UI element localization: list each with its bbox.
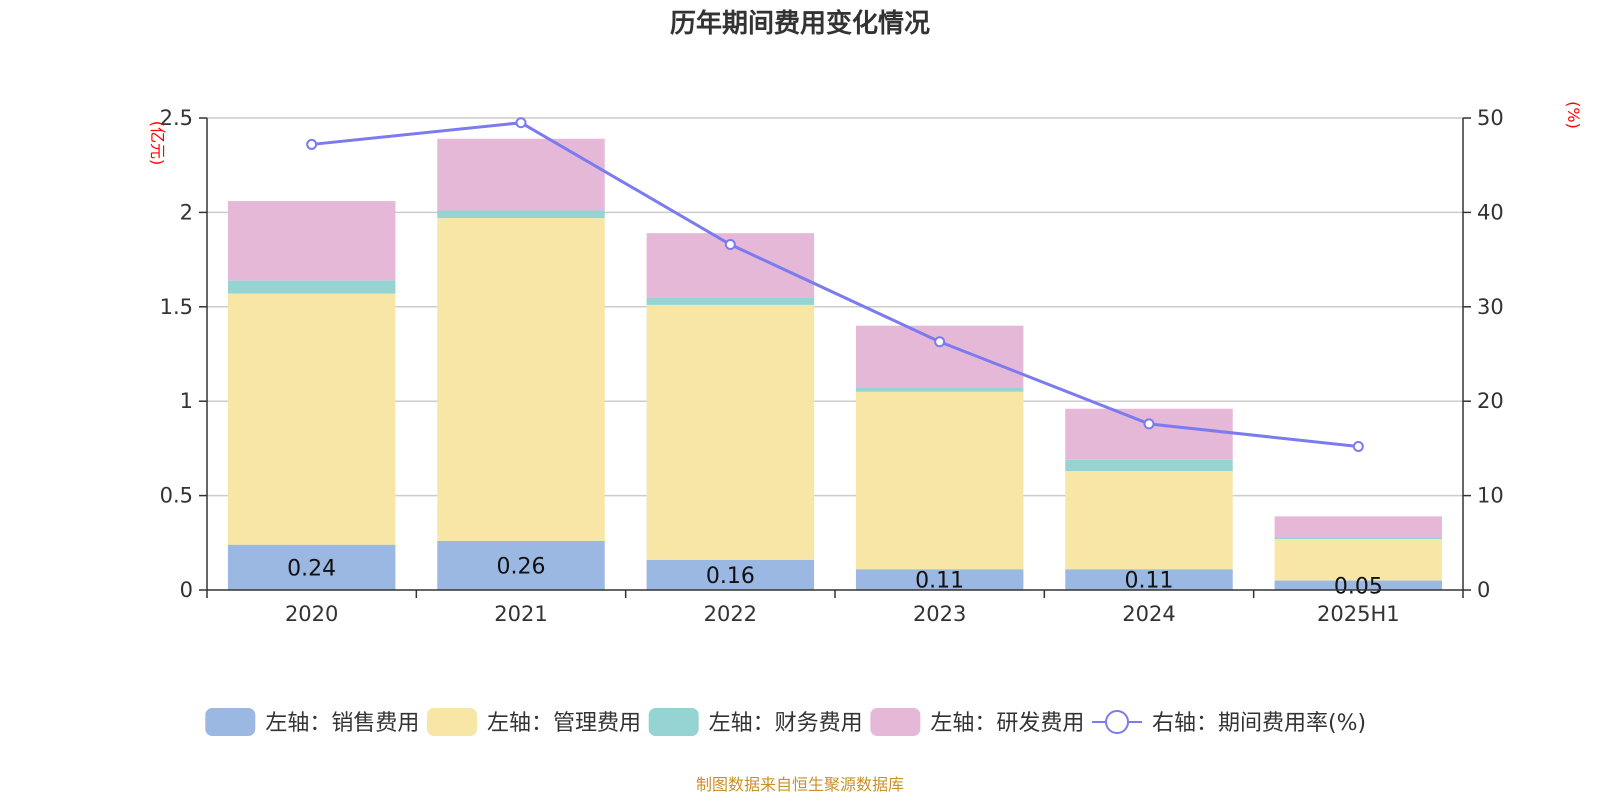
legend-label: 右轴：期间费用率(%) [1152,711,1366,736]
bar-segment [855,391,1024,570]
bar-segment [1274,516,1443,538]
right-axis-tick-label: 40 [1477,200,1504,224]
left-axis-tick-label: 1 [180,389,193,413]
bar-segment [1274,580,1443,590]
bar-segment [437,210,605,219]
right-axis-tick-label: 50 [1477,106,1504,130]
x-axis-tick-label: 2021 [494,602,547,626]
source-note: 制图数据来自恒生聚源数据库 [696,775,904,794]
rate-line-group [306,117,1364,453]
rate-point [1143,418,1155,430]
bar-data-label: 0.24 [287,556,336,581]
rate-point [934,336,946,348]
rate-point [306,138,318,150]
right-axis-unit: (%) [1564,101,1583,129]
bar-data-label: 0.26 [497,554,546,579]
bar-segment [646,304,815,560]
bar-segment [1065,569,1233,590]
x-axis-tick-label: 2020 [285,602,338,626]
x-axis-tick-label: 2024 [1122,602,1175,626]
left-axis-tick-label: 0 [180,578,193,602]
bar-segment [437,540,605,590]
x-axis-tick-label: 2025H1 [1317,602,1400,626]
bar-segment [227,201,396,281]
legend: 左轴：销售费用 左轴：管理费用 左轴：财务费用 左轴：研发费用 右轴：期间费用率(%) [205,708,1366,736]
bar-data-label: 0.16 [706,564,755,589]
x-axis-tick-label: 2023 [913,602,966,626]
x-axis-tick-label: 2022 [704,602,757,626]
bars-group [227,138,1443,590]
axes-group: 0 0.5 1 1.5 2 2.5 0 10 20 30 40 50 2020 2021 2022 2023 2… [160,106,1504,626]
left-axis-tick-label: 0.5 [160,484,193,508]
right-axis-tick-label: 0 [1477,578,1490,602]
bar-segment [1065,459,1233,472]
bar-segment [855,569,1024,590]
bar-segment [227,544,396,590]
bar-segment [855,325,1024,388]
bar-segment [1065,408,1233,460]
rate-line [311,121,1359,449]
left-axis-tick-label: 2.5 [160,106,193,130]
rate-point [724,238,736,250]
bar-segment [646,297,815,305]
bar-segment [1274,537,1443,540]
bar-segment [646,559,815,590]
right-axis-tick-label: 20 [1477,389,1504,413]
chart-title: 历年期间费用变化情况 [670,8,930,39]
bar-segment [855,387,1024,392]
legend-label: 左轴：研发费用 [930,711,1084,736]
rate-point [1352,441,1364,453]
legend-label: 左轴：财务费用 [709,711,863,736]
bar-segment [227,280,396,294]
right-axis-tick-label: 10 [1477,484,1504,508]
grid-lines [207,117,1463,497]
bar-segment [227,293,396,545]
bar-segment [437,218,605,541]
bar-segment [1274,539,1443,581]
legend-label: 左轴：管理费用 [487,711,641,736]
left-axis-tick-label: 2 [180,200,193,224]
right-axis-tick-label: 30 [1477,295,1504,319]
legend-marker [1105,710,1130,734]
legend-label: 左轴：销售费用 [265,711,419,736]
legend-swatch [427,708,477,736]
bar-segment [437,138,605,211]
legend-swatch [205,708,256,736]
legend-swatch [648,708,699,736]
bar-segment [1065,471,1233,570]
bar-data-label: 0.05 [1334,574,1383,599]
left-axis-tick-label: 1.5 [160,295,193,319]
legend-swatch [870,708,921,736]
rate-point [515,117,527,129]
left-axis-unit: (亿元) [148,121,167,166]
